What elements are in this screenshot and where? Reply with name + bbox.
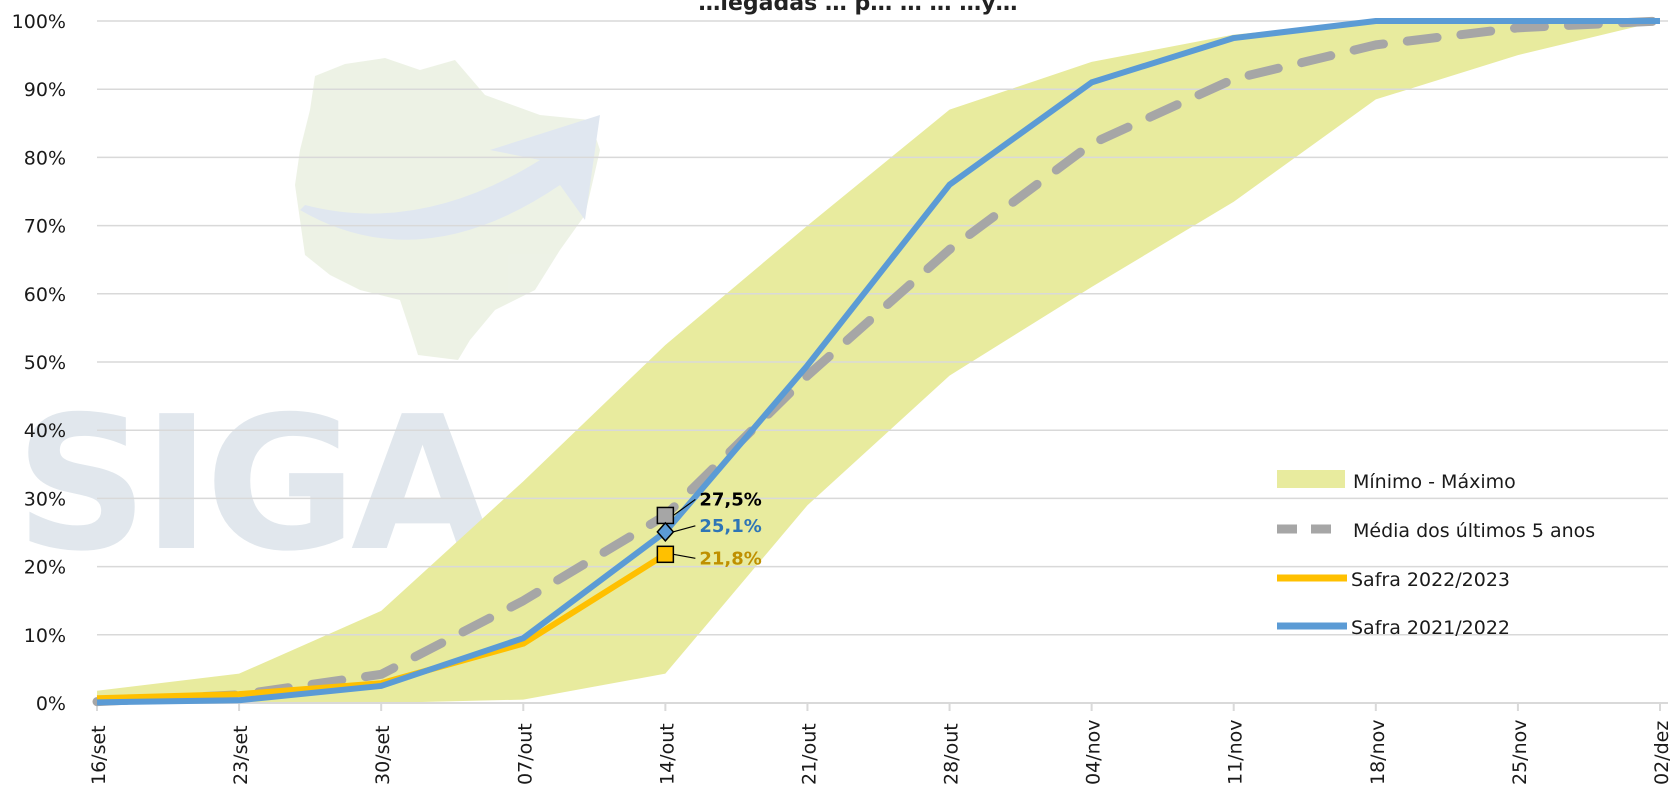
y-tick-label-80%: 80% xyxy=(24,147,66,169)
legend-label-safra-2021-2022: Safra 2021/2022 xyxy=(1351,617,1510,639)
y-tick-label-90%: 90% xyxy=(24,79,66,101)
legend: Mínimo - Máximo Média dos últimos 5 anos… xyxy=(1277,470,1595,639)
x-tick-label-23/set: 23/set xyxy=(230,725,252,785)
x-tick-label-30/set: 30/set xyxy=(372,725,394,785)
data-marker-safra-2021-2022 xyxy=(656,521,675,542)
x-tick-label-18/nov: 18/nov xyxy=(1367,720,1389,786)
data-marker-m-dia-dos-ltimos-5-anos xyxy=(656,506,675,525)
legend-label-safra-2022-2023: Safra 2022/2023 xyxy=(1351,569,1510,591)
data-label-leader-safra-2022-2023 xyxy=(673,553,696,559)
x-tick-label-02/dez: 02/dez xyxy=(1651,721,1673,785)
x-tick-label-07/out: 07/out xyxy=(514,723,536,785)
watermark-arrow xyxy=(300,115,600,240)
y-tick-label-50%: 50% xyxy=(24,352,66,374)
x-tick-label-11/nov: 11/nov xyxy=(1225,720,1247,786)
y-tick-label-20%: 20% xyxy=(24,557,66,579)
data-label-m-dia-dos-ltimos-5-anos: 27,5% xyxy=(699,489,761,510)
siga-watermark: SIGA xyxy=(15,58,600,592)
y-tick-label-10%: 10% xyxy=(24,625,66,647)
chart-title: …iegadas … p… … … …y… xyxy=(698,0,1017,16)
x-tick-label-04/nov: 04/nov xyxy=(1083,720,1105,786)
y-tick-label-70%: 70% xyxy=(24,216,66,238)
legend-label-band: Mínimo - Máximo xyxy=(1353,471,1516,493)
x-tick-label-14/out: 14/out xyxy=(656,723,678,785)
data-marker-safra-2022-2023 xyxy=(656,545,675,564)
y-tick-label-40%: 40% xyxy=(24,420,66,442)
plot-area: 0% 10% 20% 30% 40% 50% 60% 70% 80% 90% 100% 16/set 2… xyxy=(12,11,1673,785)
y-tick-label-60%: 60% xyxy=(24,284,66,306)
x-tick-label-28/out: 28/out xyxy=(941,723,963,785)
series-line-safra-2021-2022 xyxy=(96,18,1660,706)
data-label-safra-2022-2023: 21,8% xyxy=(699,548,761,569)
y-tick-label-0%: 0% xyxy=(36,693,66,715)
y-tick-label-30%: 30% xyxy=(24,488,66,510)
data-label-leader-safra-2021-2022 xyxy=(673,525,696,533)
legend-swatch-band xyxy=(1277,470,1345,488)
x-tick-label-25/nov: 25/nov xyxy=(1509,720,1531,786)
x-tick-label-16/set: 16/set xyxy=(88,725,110,785)
y-tick-label-100%: 100% xyxy=(12,11,66,33)
legend-label-media: Média dos últimos 5 anos xyxy=(1353,520,1595,542)
data-label-leader-m-dia-dos-ltimos-5-anos xyxy=(673,498,696,516)
data-label-safra-2021-2022: 25,1% xyxy=(699,516,761,537)
watermark-text: SIGA xyxy=(15,376,494,592)
x-tick-label-21/out: 21/out xyxy=(798,723,820,785)
